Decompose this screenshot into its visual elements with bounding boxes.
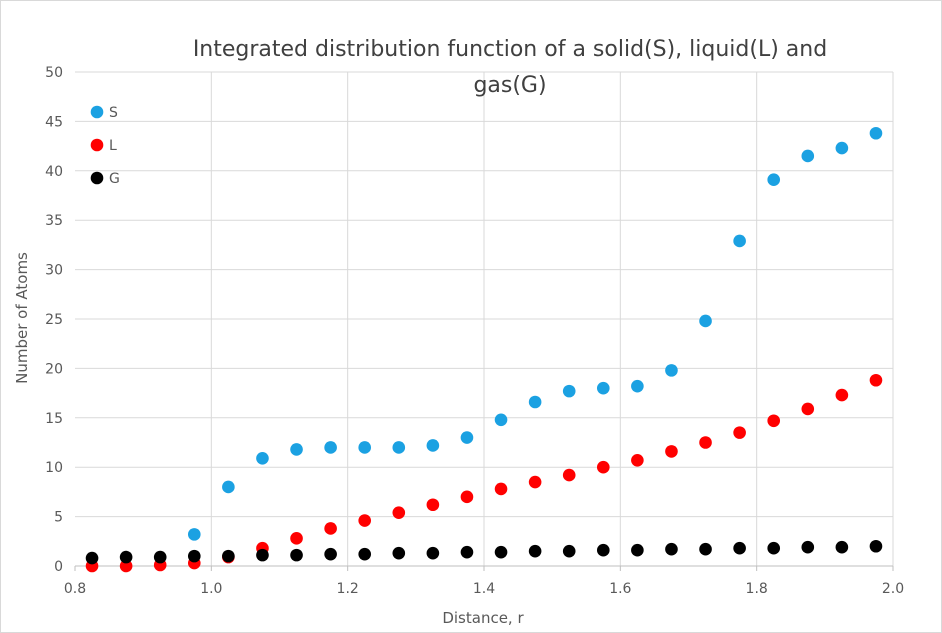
- data-point-s: [460, 431, 474, 444]
- data-point-l: [665, 445, 678, 458]
- chart-title-line-2: gas(G): [473, 73, 546, 98]
- data-point-g: [699, 542, 712, 556]
- legend-marker-g: [90, 171, 104, 185]
- data-point-g: [528, 544, 542, 558]
- chart-title-line-1: Integrated distribution function of a so…: [193, 37, 827, 62]
- legend-label-l: L: [109, 138, 117, 154]
- data-point-g: [324, 547, 337, 561]
- y-tick-label: 30: [45, 263, 63, 279]
- data-point-l: [767, 414, 781, 428]
- data-point-l: [699, 436, 712, 449]
- data-point-s: [222, 480, 235, 494]
- data-point-s: [767, 173, 781, 186]
- gridlines: [75, 71, 894, 566]
- data-point-l: [835, 388, 849, 402]
- data-point-g: [290, 548, 303, 562]
- legend-label-s: S: [109, 105, 118, 121]
- data-point-s: [699, 314, 712, 328]
- x-tick-label: 1.4: [473, 581, 495, 597]
- data-point-l: [460, 490, 474, 504]
- data-point-g: [494, 545, 508, 559]
- data-point-g: [392, 546, 406, 560]
- data-point-g: [460, 545, 474, 559]
- data-point-s: [494, 413, 508, 427]
- data-point-l: [596, 460, 610, 474]
- y-tick-label: 20: [45, 361, 63, 377]
- data-point-l: [392, 506, 406, 519]
- data-point-s: [596, 381, 610, 395]
- x-tick-label: 1.6: [609, 581, 631, 597]
- y-tick-label: 45: [45, 114, 63, 130]
- data-point-l: [358, 514, 372, 527]
- data-point-g: [767, 541, 781, 555]
- data-point-l: [631, 453, 644, 467]
- y-axis-title: Number of Atoms: [13, 252, 31, 384]
- data-point-s: [835, 141, 849, 155]
- data-point-g: [835, 540, 849, 554]
- data-point-l: [528, 475, 542, 489]
- data-point-l: [119, 559, 133, 573]
- data-point-g: [562, 544, 576, 558]
- axes: [74, 565, 894, 571]
- data-point-g: [596, 543, 610, 557]
- tick-labels: 0 5 10 15 20 25 30 35 40 45 50 0.8 1.0 1.2 1.4 1.6 1.8 2.…: [45, 65, 904, 597]
- data-point-s: [324, 441, 337, 454]
- x-tick-label: 1.0: [200, 581, 222, 597]
- x-tick-label: 2.0: [882, 581, 904, 597]
- y-tick-label: 50: [45, 65, 63, 81]
- data-point-s: [187, 528, 201, 541]
- data-point-s: [665, 364, 678, 377]
- data-points: [85, 126, 883, 573]
- legend: S L G: [90, 105, 120, 187]
- x-tick-label: 1.2: [337, 581, 359, 597]
- data-point-s: [869, 126, 883, 140]
- data-point-s: [801, 149, 815, 163]
- data-point-s: [426, 439, 440, 452]
- data-point-s: [562, 384, 576, 398]
- y-tick-label: 35: [45, 213, 63, 229]
- data-point-g: [119, 550, 133, 564]
- data-point-g: [733, 541, 746, 555]
- data-point-l: [426, 498, 440, 512]
- data-point-g: [85, 551, 99, 565]
- data-point-g: [187, 549, 201, 563]
- legend-marker-l: [90, 138, 104, 152]
- data-point-l: [494, 482, 508, 496]
- y-tick-label: 25: [45, 312, 63, 328]
- data-point-s: [392, 441, 406, 454]
- y-tick-label: 10: [45, 460, 63, 476]
- x-tick-label: 0.8: [64, 581, 86, 597]
- data-point-l: [562, 468, 576, 482]
- data-point-s: [528, 395, 542, 409]
- data-point-l: [801, 402, 815, 416]
- data-point-g: [426, 546, 440, 560]
- data-point-g: [222, 549, 235, 563]
- data-point-l: [733, 426, 746, 439]
- legend-marker-s: [90, 105, 104, 119]
- data-point-s: [290, 443, 303, 456]
- data-point-g: [153, 550, 167, 564]
- data-point-l: [290, 532, 303, 545]
- data-point-g: [665, 542, 678, 556]
- data-point-s: [256, 452, 269, 465]
- data-point-l: [869, 373, 883, 387]
- data-point-s: [631, 379, 644, 393]
- data-point-l: [324, 522, 337, 535]
- data-point-g: [631, 543, 644, 557]
- y-tick-label: 5: [54, 510, 63, 526]
- data-point-g: [869, 539, 883, 553]
- y-tick-label: 15: [45, 411, 63, 427]
- legend-label-g: G: [109, 171, 120, 187]
- data-point-s: [733, 234, 746, 248]
- y-tick-label: 40: [45, 164, 63, 180]
- data-point-g: [801, 540, 815, 554]
- y-tick-label: 0: [54, 559, 63, 575]
- data-point-s: [358, 441, 372, 454]
- x-axis-title: Distance, r: [442, 609, 524, 627]
- data-point-g: [256, 548, 269, 562]
- data-point-g: [358, 547, 372, 561]
- x-tick-label: 1.8: [746, 581, 768, 597]
